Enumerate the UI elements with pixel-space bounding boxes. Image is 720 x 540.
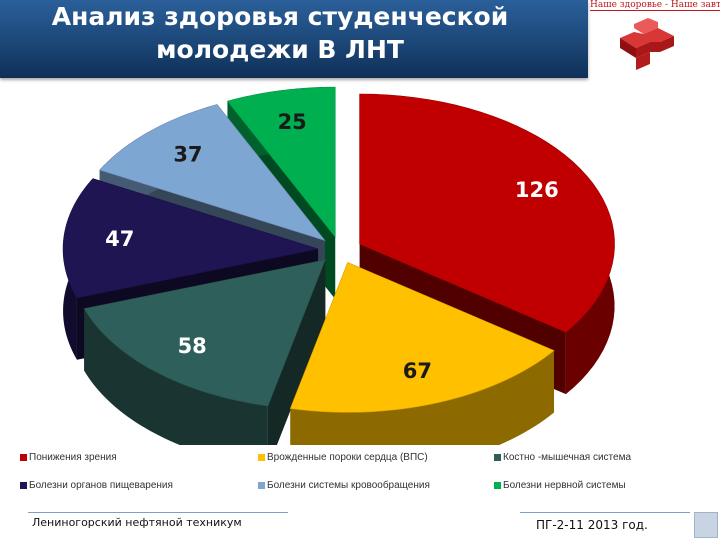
legend-item-5: Болезни системы кровообращения <box>258 480 430 491</box>
data-label-2: 67 <box>403 359 432 383</box>
footer-divider-right <box>520 512 690 513</box>
footer-divider <box>28 512 288 513</box>
chart-legend: Понижения зрения Врожденные пороки сердца… <box>0 448 720 498</box>
title-band <box>0 0 588 78</box>
page-number-box <box>694 512 718 538</box>
data-label-1: 126 <box>515 178 559 202</box>
slice-top <box>359 93 615 333</box>
legend-item-3: Костно -мышечная система <box>494 452 631 463</box>
legend-item-1: Понижения зрения <box>20 452 117 463</box>
legend-label: Врожденные пороки сердца (ВПС) <box>267 452 428 463</box>
logo-text: Наше здоровье - Наше завтра <box>590 0 720 11</box>
slice-side <box>84 308 268 445</box>
slice-top <box>83 259 326 407</box>
slide-title: Анализ здоровья студенческой молодежи В … <box>51 2 509 64</box>
slice-side <box>290 350 555 445</box>
legend-label: Болезни нервной системы <box>503 480 626 491</box>
pie-slice-2 <box>289 261 555 445</box>
legend-label: Костно -мышечная система <box>503 452 632 463</box>
data-label-5: 37 <box>173 143 202 167</box>
footer-institution: Лениногорский нефтяной техникум <box>32 516 242 529</box>
logo: Наше здоровье - Наше завтра <box>590 0 720 78</box>
slice-top <box>226 86 336 238</box>
legend-swatch <box>494 454 501 461</box>
legend-label: Болезни органов пищеварения <box>29 480 173 491</box>
data-label-6: 25 <box>278 110 307 134</box>
slice-top <box>99 104 326 242</box>
pie-chart: 126 67 58 47 37 25 <box>0 80 720 445</box>
pie-slice-3 <box>83 259 326 445</box>
pie-chart-svg: 126 67 58 47 37 25 <box>62 86 615 445</box>
legend-label: Понижения зрения <box>29 452 117 463</box>
slice-top <box>62 178 319 299</box>
data-label-4: 47 <box>105 227 134 251</box>
legend-swatch <box>258 482 265 489</box>
slice-top <box>289 261 555 413</box>
legend-item-2: Врожденные пороки сердца (ВПС) <box>258 452 428 463</box>
red-cross-icon <box>620 18 674 70</box>
legend-label: Болезни системы кровообращения <box>267 480 430 491</box>
footer-group-year: ПГ-2-11 2013 год. <box>536 518 648 532</box>
legend-swatch <box>258 454 265 461</box>
legend-swatch <box>20 454 27 461</box>
legend-item-6: Болезни нервной системы <box>494 480 626 491</box>
legend-swatch <box>20 482 27 489</box>
legend-item-4: Болезни органов пищеварения <box>20 480 173 491</box>
data-label-3: 58 <box>178 334 207 358</box>
legend-swatch <box>494 482 501 489</box>
